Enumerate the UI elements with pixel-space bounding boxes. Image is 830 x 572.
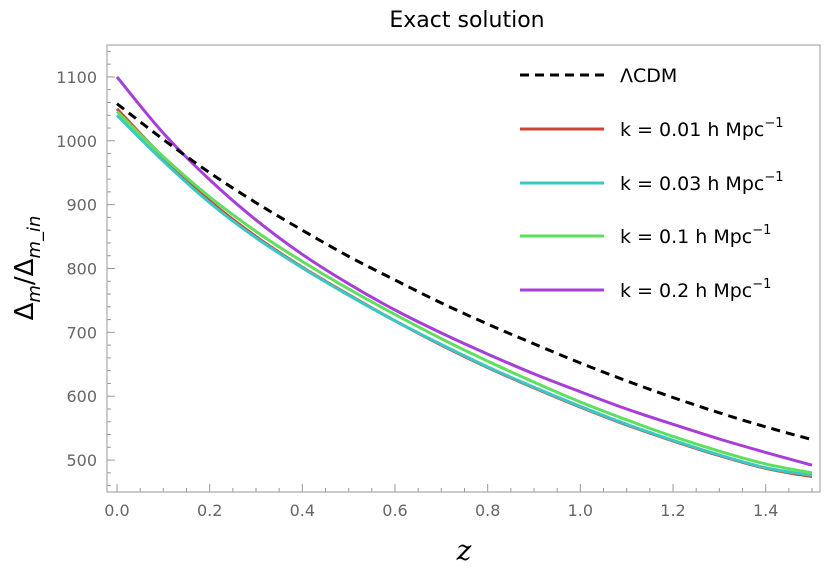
- x-axis-label: z: [456, 534, 472, 567]
- legend-label-3: k = 0.1 h Mpc−1: [620, 223, 771, 248]
- legend: ΛCDM k = 0.01 h Mpc−1 k = 0.03 h Mpc−1 k = …: [520, 65, 784, 302]
- y-tick-label: 900: [66, 196, 97, 215]
- legend-label-4: k = 0.2 h Mpc−1: [620, 277, 771, 302]
- y-label-slash: /Δ: [10, 258, 40, 285]
- y-label-sub2: m_in: [24, 216, 45, 259]
- x-tick-label: 0.0: [104, 501, 129, 520]
- plot-frame: [106, 44, 821, 493]
- x-tick-label: 1.4: [753, 501, 778, 520]
- y-tick-label: 800: [66, 260, 97, 279]
- x-tick-label: 0.4: [290, 501, 315, 520]
- x-tick-label: 0.2: [197, 501, 222, 520]
- series-line-3: [115, 110, 813, 475]
- y-axis-label: Δm/Δm_in: [10, 216, 45, 321]
- y-tick-label: 700: [66, 323, 97, 342]
- series-line-2: [115, 114, 813, 477]
- series-line-0: [116, 102, 813, 442]
- legend-label-1: k = 0.01 h Mpc−1: [620, 116, 784, 141]
- series-layer: [115, 75, 813, 479]
- legend-label-0: ΛCDM: [620, 65, 677, 87]
- y-label-sub1: m: [24, 285, 45, 303]
- y-label-delta: Δ: [10, 302, 40, 320]
- x-tick-label: 1.2: [660, 501, 685, 520]
- x-axis: 0.0 0.2 0.4 0.6 0.8 1.0 1.2 1.4: [104, 484, 813, 520]
- legend-label-2: k = 0.03 h Mpc−1: [620, 170, 784, 195]
- x-tick-label: 0.6: [382, 501, 407, 520]
- chart-title: Exact solution: [389, 8, 544, 33]
- x-tick-label: 0.8: [475, 501, 500, 520]
- y-axis: 500 600 700 800 900 1000 1100: [56, 50, 115, 487]
- y-tick-label: 500: [66, 451, 97, 470]
- x-tick-label: 1.0: [568, 501, 593, 520]
- y-tick-label: 600: [66, 387, 97, 406]
- series-line-4: [115, 75, 813, 467]
- y-tick-label: 1000: [56, 132, 97, 151]
- y-tick-label: 1100: [56, 68, 97, 87]
